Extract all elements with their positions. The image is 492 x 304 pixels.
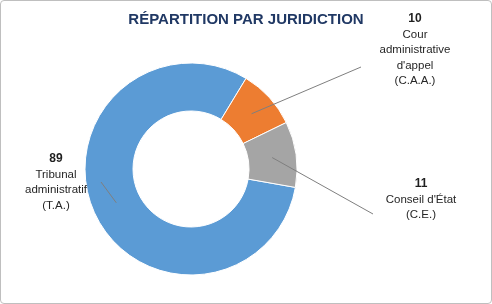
svg-text:Tribunal: Tribunal bbox=[35, 168, 76, 180]
svg-text:(C.A.A.): (C.A.A.) bbox=[395, 74, 436, 86]
svg-text:(T.A.): (T.A.) bbox=[42, 199, 70, 211]
svg-text:administratif: administratif bbox=[25, 183, 88, 195]
svg-text:10: 10 bbox=[408, 11, 422, 25]
svg-text:Cour: Cour bbox=[403, 28, 428, 40]
svg-text:administrative: administrative bbox=[380, 43, 451, 55]
svg-text:89: 89 bbox=[49, 151, 63, 165]
svg-text:Conseil d'État: Conseil d'État bbox=[386, 193, 457, 205]
svg-text:(C.E.): (C.E.) bbox=[406, 208, 436, 220]
svg-text:11: 11 bbox=[415, 176, 428, 190]
html-text:RÉPARTITION PAR JURIDICTION: RÉPARTITION PAR JURIDICTION bbox=[128, 10, 364, 27]
svg-text:d'appel: d'appel bbox=[397, 59, 434, 71]
